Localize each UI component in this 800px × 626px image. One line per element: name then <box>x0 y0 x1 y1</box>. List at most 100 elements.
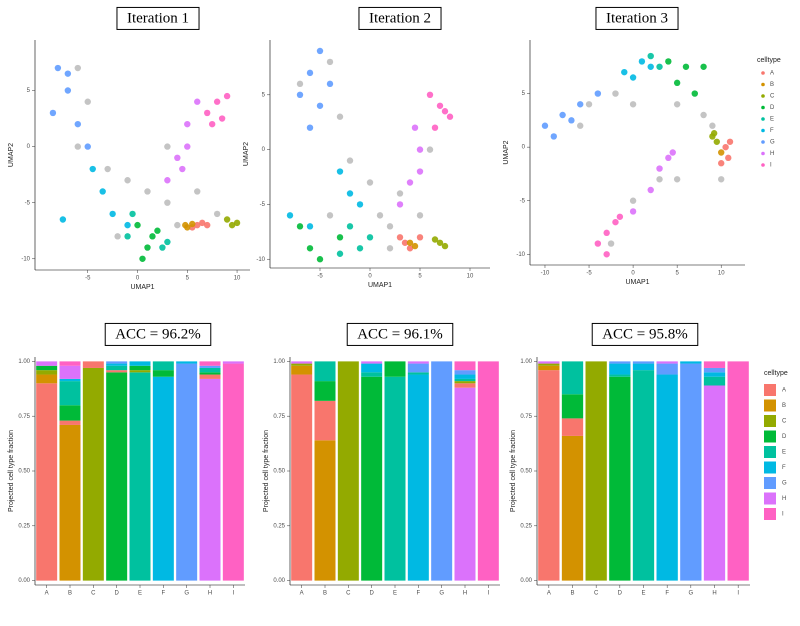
bar-segment <box>199 374 221 379</box>
point <box>164 238 171 246</box>
legend-label: F <box>782 465 786 471</box>
point <box>585 101 593 108</box>
bar-segment <box>222 363 244 581</box>
bar-segment <box>538 361 560 364</box>
legend-swatch <box>761 82 765 87</box>
bar-segment <box>106 370 128 373</box>
bar-segment <box>361 372 383 377</box>
point <box>603 229 610 237</box>
legend-swatch <box>761 128 765 133</box>
point <box>386 223 394 230</box>
point <box>691 90 698 97</box>
point <box>612 90 619 97</box>
legend-label: G <box>782 481 787 487</box>
bar-segment <box>59 378 81 382</box>
y-tick-label: 0 <box>27 144 31 150</box>
bar-segment <box>454 370 476 375</box>
x-tick-label: C <box>91 591 96 597</box>
point <box>406 245 414 252</box>
bar-segment <box>609 361 631 364</box>
legend-label: D <box>782 434 787 440</box>
point <box>647 63 654 70</box>
bar-segment <box>152 361 174 371</box>
x-tick-label: B <box>570 591 574 597</box>
chart-title: ACC = 95.8% <box>602 326 688 342</box>
point <box>149 233 156 240</box>
legend-title: celltype <box>764 370 788 377</box>
point <box>446 113 454 120</box>
point <box>228 221 236 229</box>
legend-swatch <box>761 163 765 167</box>
legend-swatch <box>761 105 765 110</box>
y-tick-label: 0.25 <box>273 523 285 529</box>
bar-segment <box>656 361 678 364</box>
legend-label: H <box>782 496 786 502</box>
y-tick-label: 1.00 <box>273 359 285 365</box>
x-tick-label: -10 <box>541 271 550 277</box>
x-tick-label: -5 <box>317 274 323 280</box>
bar-segment <box>291 365 313 375</box>
bar-segment <box>106 365 128 371</box>
bar-segment <box>538 370 560 581</box>
title-box <box>595 6 679 30</box>
point <box>656 165 663 172</box>
title-box <box>591 322 699 346</box>
point <box>718 149 725 156</box>
x-axis-title: UMAP1 <box>130 284 154 291</box>
y-tick-label: 0.00 <box>18 578 30 584</box>
point <box>376 212 384 219</box>
legend-label: B <box>770 82 774 88</box>
title-box <box>358 6 442 30</box>
bar-segment <box>454 378 476 382</box>
bar-segment <box>407 361 429 364</box>
y-tick-label: -10 <box>516 252 525 258</box>
point <box>700 63 707 70</box>
point <box>673 101 681 108</box>
legend-swatch <box>764 508 776 520</box>
bar-segment <box>59 420 81 425</box>
bar-segment <box>129 365 151 371</box>
x-tick-label: D <box>618 591 623 597</box>
point <box>416 146 424 153</box>
point <box>665 58 672 65</box>
point <box>725 154 732 162</box>
legend-label: I <box>782 512 784 518</box>
bar-segment <box>36 361 58 366</box>
point <box>406 179 414 186</box>
x-tick-label: I <box>232 591 234 597</box>
bar-segment <box>36 374 58 384</box>
y-tick-label: 0.50 <box>520 469 532 475</box>
chart-title: Iteration 3 <box>606 10 668 26</box>
x-axis-title: UMAP1 <box>368 282 392 289</box>
x-tick-label: B <box>323 591 327 597</box>
point <box>416 212 424 219</box>
point <box>710 130 718 137</box>
x-tick-label: 5 <box>675 271 679 277</box>
point <box>568 117 575 124</box>
bar-segment <box>561 435 584 581</box>
legend-label: A <box>770 71 774 77</box>
point <box>411 242 419 250</box>
bar-segment <box>538 365 560 371</box>
bar-segment <box>222 361 244 364</box>
bar-segment <box>632 370 655 581</box>
point <box>124 233 131 240</box>
point <box>194 221 201 229</box>
bar-segment <box>59 361 81 366</box>
point <box>223 92 231 100</box>
point <box>616 213 624 220</box>
point <box>612 218 619 226</box>
point <box>656 176 663 183</box>
point <box>296 80 304 88</box>
point <box>431 124 439 131</box>
y-tick-label: 1.00 <box>520 359 532 365</box>
y-axis-title: UMAP2 <box>8 143 15 167</box>
bar-segment <box>361 361 383 364</box>
title-box <box>346 322 454 346</box>
bar-segment <box>431 361 453 581</box>
bar-segment <box>561 394 584 419</box>
x-tick-label: H <box>463 591 467 597</box>
point <box>89 165 96 173</box>
point <box>436 102 444 109</box>
y-axis-title: Projected cell type fraction <box>8 430 15 512</box>
